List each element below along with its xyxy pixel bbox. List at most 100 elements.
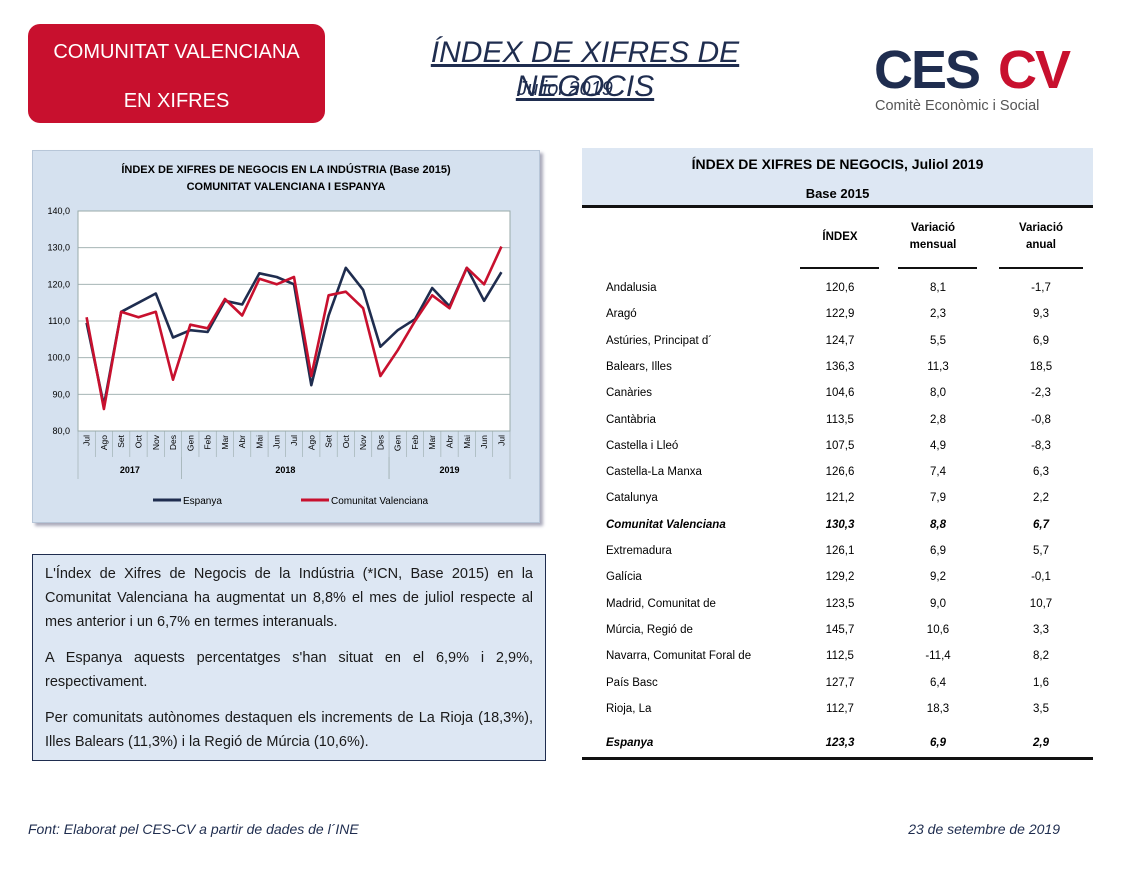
x-tick-label: Feb (203, 435, 213, 450)
annual-change-cell: 1,6 (1033, 676, 1049, 689)
x-tick-label: Jun (479, 435, 489, 449)
col-rule-annual (999, 267, 1083, 269)
annual-change-cell: 2,9 (1033, 737, 1049, 749)
monthly-change-cell: 11,3 (927, 360, 949, 373)
summary-paragraph-2: A Espanya aquests percentatges s'han sit… (45, 650, 533, 690)
x-tick-label: Mai (462, 435, 472, 449)
logo-wordmark-cv: CV (998, 40, 1071, 100)
monthly-change-cell: 5,5 (930, 334, 946, 347)
index-cell: 145,7 (825, 623, 855, 636)
table-row: Múrcia, Regió de 145,7 10,6 3,3 (582, 620, 1093, 646)
table-row: Astúries, Principat d´ 124,7 5,5 6,9 (582, 331, 1093, 357)
monthly-change-cell: 18,3 (926, 702, 950, 715)
region-cell: Balears, Illes (606, 360, 672, 373)
index-cell: 126,6 (825, 466, 855, 479)
region-cell: Astúries, Principat d´ (606, 334, 713, 347)
page-title: ÍNDEX DE XIFRES DE NEGOCIS (430, 36, 740, 103)
region-cell: Catalunya (606, 492, 658, 505)
cescv-logo: CES CV Comitè Econòmic i Social (874, 40, 1073, 114)
annual-change-cell: 5,7 (1033, 545, 1049, 557)
x-tick-label: Abr (445, 435, 455, 448)
index-cell: 104,6 (825, 387, 855, 400)
table-row: Madrid, Comunitat de 123,5 9,0 10,7 (582, 594, 1093, 620)
x-tick-label: Des (168, 435, 178, 450)
table-row: Catalunya 121,2 7,9 2,2 (582, 488, 1093, 514)
y-tick-label: 80,0 (52, 426, 70, 436)
y-tick-label: 130,0 (47, 243, 70, 253)
annual-change-cell: 6,3 (1033, 466, 1049, 479)
index-cell: 122,9 (825, 308, 855, 321)
monthly-change-cell: 9,0 (930, 597, 946, 610)
index-cell: 121,2 (825, 492, 855, 505)
annual-change-cell: -0,1 (1031, 571, 1051, 584)
monthly-change-cell: 7,9 (930, 492, 946, 505)
annual-change-cell: 2,2 (1033, 492, 1049, 505)
series-line-1 (85, 246, 503, 411)
summary-paragraph-3: Per comunitats autònomes destaquen els i… (45, 710, 533, 750)
region-badge: COMUNITAT VALENCIANA EN XIFRES (28, 24, 325, 123)
annual-change-cell: 6,9 (1033, 334, 1049, 347)
col-header-annual: Variació anual (1018, 222, 1064, 251)
logo-wordmark-ces: CES (874, 40, 979, 100)
x-tick-label: Ago (306, 435, 316, 450)
region-cell: Andalusia (606, 282, 657, 294)
monthly-change-cell: 4,9 (930, 439, 946, 452)
col-header-index: ÍNDEX (822, 231, 858, 243)
monthly-change-cell: 6,9 (930, 737, 946, 749)
table-row: Cantàbria 113,5 2,8 -0,8 (582, 410, 1093, 436)
index-cell: 123,3 (825, 737, 855, 749)
index-cell: 129,2 (825, 571, 855, 584)
annual-change-cell: 18,5 (1029, 360, 1053, 373)
col-rule-index (800, 267, 879, 269)
index-cell: 124,7 (825, 334, 855, 347)
table-row: País Basc 127,7 6,4 1,6 (582, 673, 1093, 699)
annual-change-cell: -0,8 (1031, 413, 1051, 426)
index-cell: 123,5 (825, 597, 855, 610)
x-tick-label: Mar (220, 435, 230, 450)
annual-change-cell: -2,3 (1031, 387, 1051, 400)
chart-subtitle: COMUNITAT VALENCIANA I ESPANYA (187, 181, 386, 193)
x-tick-label: Gen (185, 435, 195, 451)
x-tick-label: Oct (133, 434, 143, 448)
table-row: Rioja, La 112,7 18,3 3,5 (582, 699, 1093, 725)
x-tick-label: Des (375, 435, 385, 450)
index-cell: 126,1 (825, 545, 855, 557)
monthly-change-cell: 2,3 (930, 308, 946, 321)
year-label: 2017 (120, 465, 140, 475)
y-tick-label: 120,0 (47, 279, 70, 289)
chart-title: ÍNDEX DE XIFRES DE NEGOCIS EN LA INDÚSTR… (121, 163, 451, 176)
table-row: Canàries 104,6 8,0 -2,3 (582, 383, 1093, 409)
region-cell: Espanya (606, 737, 654, 749)
x-tick-label: Feb (410, 435, 420, 450)
table-top-rule (582, 205, 1093, 208)
summary-paragraph-1: L'Índex de Xifres de Negocis de la Indús… (45, 566, 533, 630)
y-tick-label: 110,0 (48, 316, 70, 326)
table-subtitle: Base 2015 (805, 186, 870, 201)
legend-label-1: Comunitat Valenciana (331, 496, 429, 507)
col-header-monthly: Variació mensual (909, 222, 957, 251)
publication-date: 23 de setembre de 2019 (908, 821, 1060, 837)
chart-panel: ÍNDEX DE XIFRES DE NEGOCIS EN LA INDÚSTR… (32, 150, 540, 523)
monthly-change-cell: -11,4 (925, 650, 951, 663)
monthly-change-cell: 2,8 (930, 413, 946, 426)
y-tick-label: 140,0 (47, 206, 70, 216)
table-row: Galícia 129,2 9,2 -0,1 (582, 567, 1093, 593)
year-label: 2019 (440, 465, 460, 475)
annual-change-cell: 10,7 (1029, 597, 1053, 610)
region-cell: País Basc (606, 676, 658, 689)
annual-change-cell: 9,3 (1033, 308, 1049, 321)
x-tick-label: Mar (427, 435, 437, 450)
annual-change-cell: 3,5 (1033, 702, 1049, 715)
summary-box: L'Índex de Xifres de Negocis de la Indús… (32, 554, 546, 761)
monthly-change-cell: 6,9 (930, 545, 946, 557)
x-tick-label: Jul (289, 435, 299, 446)
x-tick-label: Gen (393, 435, 403, 451)
table-row: Castella-La Manxa 126,6 7,4 6,3 (582, 462, 1093, 488)
x-tick-label: Nov (151, 434, 161, 450)
region-cell: Galícia (606, 571, 642, 584)
region-cell: Canàries (606, 387, 653, 400)
index-cell: 112,7 (826, 702, 854, 715)
index-cell: 136,3 (825, 360, 855, 373)
table-row: Extremadura 126,1 6,9 5,7 (582, 541, 1093, 567)
badge-line-1: COMUNITAT VALENCIANA (53, 41, 300, 63)
